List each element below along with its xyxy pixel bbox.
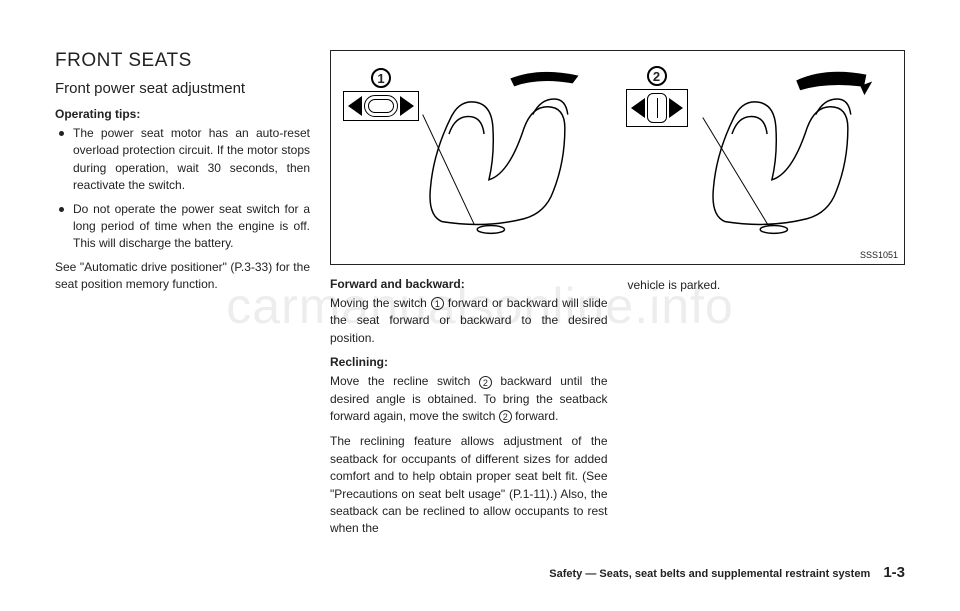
- section-heading: FRONT SEATS: [55, 50, 310, 72]
- seat-diagram-figure: 1: [330, 50, 905, 265]
- slide-switch-icon: [364, 95, 398, 117]
- arrow-right-icon: [400, 96, 414, 116]
- text-fragment: Move the recline switch: [330, 374, 479, 388]
- forward-backward-text: Moving the switch 1 forward or backward …: [330, 295, 608, 347]
- middle-column: Forward and backward: Moving the switch …: [330, 277, 608, 581]
- figure-code: SSS1051: [860, 250, 898, 260]
- inline-number-1: 1: [431, 297, 444, 310]
- text-fragment: Moving the switch: [330, 296, 431, 310]
- forward-backward-label: Forward and backward:: [330, 277, 608, 291]
- arrow-left-icon: [348, 96, 362, 116]
- callout-number-2: 2: [647, 66, 667, 86]
- switch-callout-2: 2: [626, 89, 688, 127]
- callout-number-1: 1: [371, 68, 391, 88]
- switch-callout-1: 1: [343, 91, 419, 121]
- reclining-label: Reclining:: [330, 355, 608, 369]
- page-footer: Safety — Seats, seat belts and supplemen…: [549, 564, 905, 581]
- tip-item: Do not operate the power seat switch for…: [55, 201, 310, 253]
- seat-illustration-1: [337, 61, 616, 246]
- continued-text: vehicle is parked.: [628, 277, 906, 294]
- figure-panel-2: 2: [620, 61, 899, 246]
- text-fragment: forward.: [512, 409, 559, 423]
- lower-text-columns: Forward and backward: Moving the switch …: [330, 277, 905, 581]
- tip-item: The power seat motor has an auto-reset o…: [55, 125, 310, 195]
- inline-number-2: 2: [479, 376, 492, 389]
- figure-content: 1: [331, 51, 904, 264]
- tips-list: The power seat motor has an auto-reset o…: [55, 125, 310, 253]
- page-content: FRONT SEATS Front power seat adjustment …: [55, 50, 905, 581]
- footer-chapter: Safety — Seats, seat belts and supplemen…: [549, 568, 870, 580]
- operating-tips-label: Operating tips:: [55, 107, 310, 121]
- recline-switch-icon: [647, 93, 667, 123]
- see-reference-text: See "Automatic drive positioner" (P.3-33…: [55, 259, 310, 294]
- right-area: 1: [330, 50, 905, 581]
- figure-panel-1: 1: [337, 61, 616, 246]
- subsection-heading: Front power seat adjustment: [55, 80, 310, 97]
- right-column: vehicle is parked.: [628, 277, 906, 581]
- reclining-text-2: The reclining feature allows adjustment …: [330, 433, 608, 537]
- arrow-left-icon: [631, 98, 645, 118]
- reclining-text-1: Move the recline switch 2 backward until…: [330, 373, 608, 425]
- arrow-right-icon: [669, 98, 683, 118]
- page-number: 1-3: [883, 564, 905, 581]
- inline-number-2b: 2: [499, 410, 512, 423]
- left-column: FRONT SEATS Front power seat adjustment …: [55, 50, 310, 581]
